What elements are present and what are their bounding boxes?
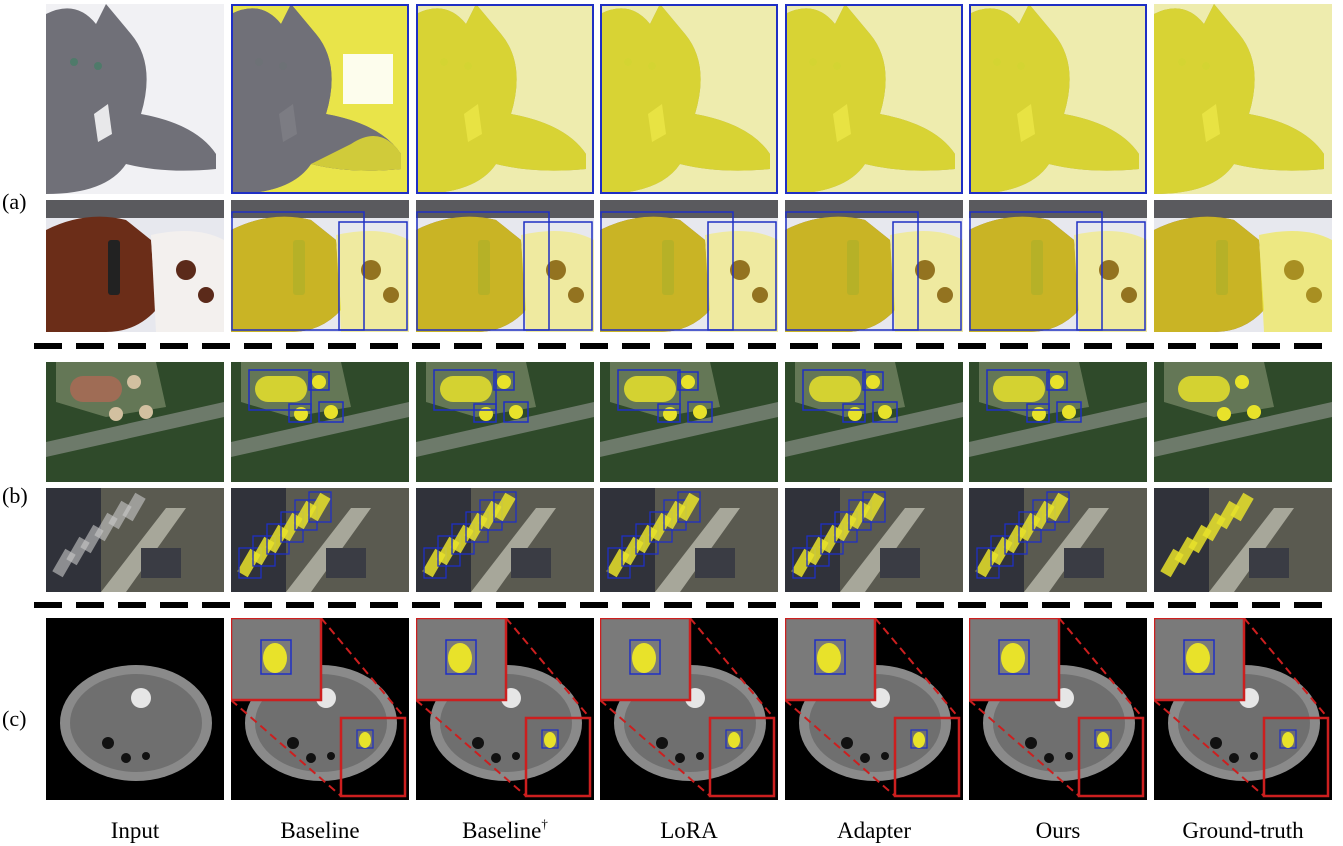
cat-image-col2	[416, 4, 594, 194]
park-image-col2	[416, 362, 594, 482]
ct-image-col4	[785, 618, 963, 800]
cow-image-col4	[785, 200, 963, 332]
park-image-col5	[969, 362, 1147, 482]
row-label-a: (a)	[2, 191, 26, 213]
park-image-col4	[785, 362, 963, 482]
cow-image-col0	[46, 200, 224, 332]
ct-image-col3	[600, 618, 778, 800]
cat-image-col5	[969, 4, 1147, 194]
ct-image-col0	[46, 618, 224, 800]
col-label-baseline-dagger: Baseline†	[416, 818, 594, 844]
col-label-baseline-dagger-text: Baseline	[462, 818, 541, 843]
divider-top	[34, 343, 1334, 349]
col-label-adapter: Adapter	[785, 818, 963, 844]
ct-image-col2	[416, 618, 594, 800]
park-image-col1	[231, 362, 409, 482]
harbor-image-col3	[600, 488, 778, 592]
ct-image-col5	[969, 618, 1147, 800]
harbor-image-col4	[785, 488, 963, 592]
cow-image-col2	[416, 200, 594, 332]
cat-image-col1	[231, 4, 409, 194]
park-image-col6	[1154, 362, 1332, 482]
harbor-image-col0	[46, 488, 224, 592]
row-label-b: (b)	[2, 485, 28, 507]
col-label-input: Input	[46, 818, 224, 844]
cow-image-col6	[1154, 200, 1332, 332]
cow-image-col5	[969, 200, 1147, 332]
cat-image-col6	[1154, 4, 1332, 194]
cat-image-col3	[600, 4, 778, 194]
harbor-image-col5	[969, 488, 1147, 592]
cow-image-col1	[231, 200, 409, 332]
park-image-col3	[600, 362, 778, 482]
col-label-ground-truth: Ground-truth	[1154, 818, 1332, 844]
divider-bottom	[34, 602, 1334, 608]
col-label-lora: LoRA	[600, 818, 778, 844]
ct-image-col6	[1154, 618, 1332, 800]
row-label-c: (c)	[2, 708, 26, 730]
harbor-image-col6	[1154, 488, 1332, 592]
col-label-ours: Ours	[969, 818, 1147, 844]
cat-image-col0	[46, 4, 224, 194]
cow-image-col3	[600, 200, 778, 332]
dagger-mark: †	[541, 816, 548, 831]
harbor-image-col2	[416, 488, 594, 592]
park-image-col0	[46, 362, 224, 482]
harbor-image-col1	[231, 488, 409, 592]
col-label-baseline: Baseline	[231, 818, 409, 844]
cat-image-col4	[785, 4, 963, 194]
ct-image-col1	[231, 618, 409, 800]
